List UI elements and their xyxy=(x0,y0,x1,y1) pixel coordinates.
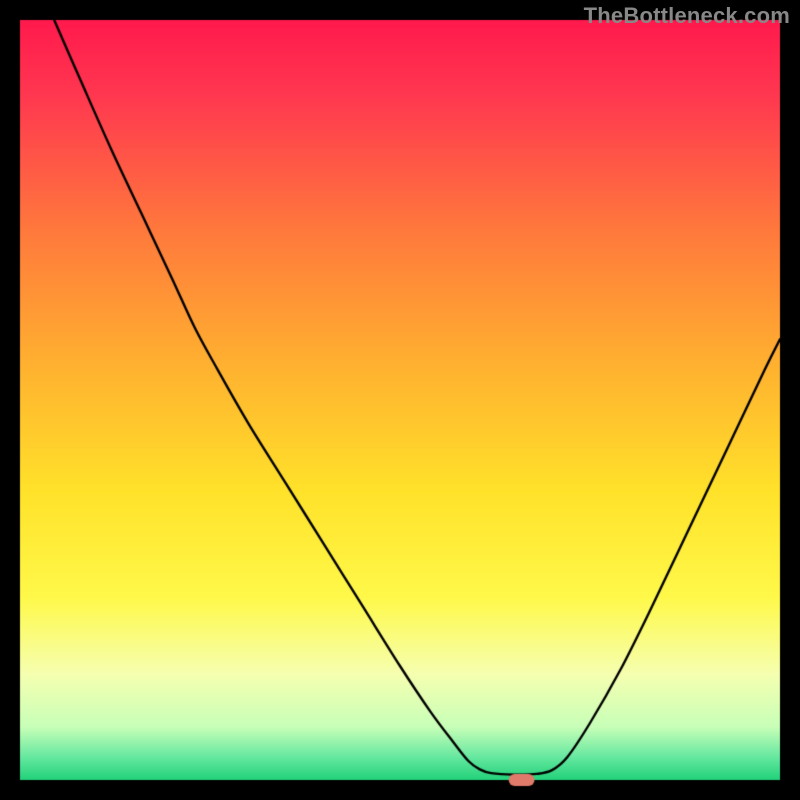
watermark-label: TheBottleneck.com xyxy=(584,3,790,29)
bottleneck-chart xyxy=(0,0,800,800)
